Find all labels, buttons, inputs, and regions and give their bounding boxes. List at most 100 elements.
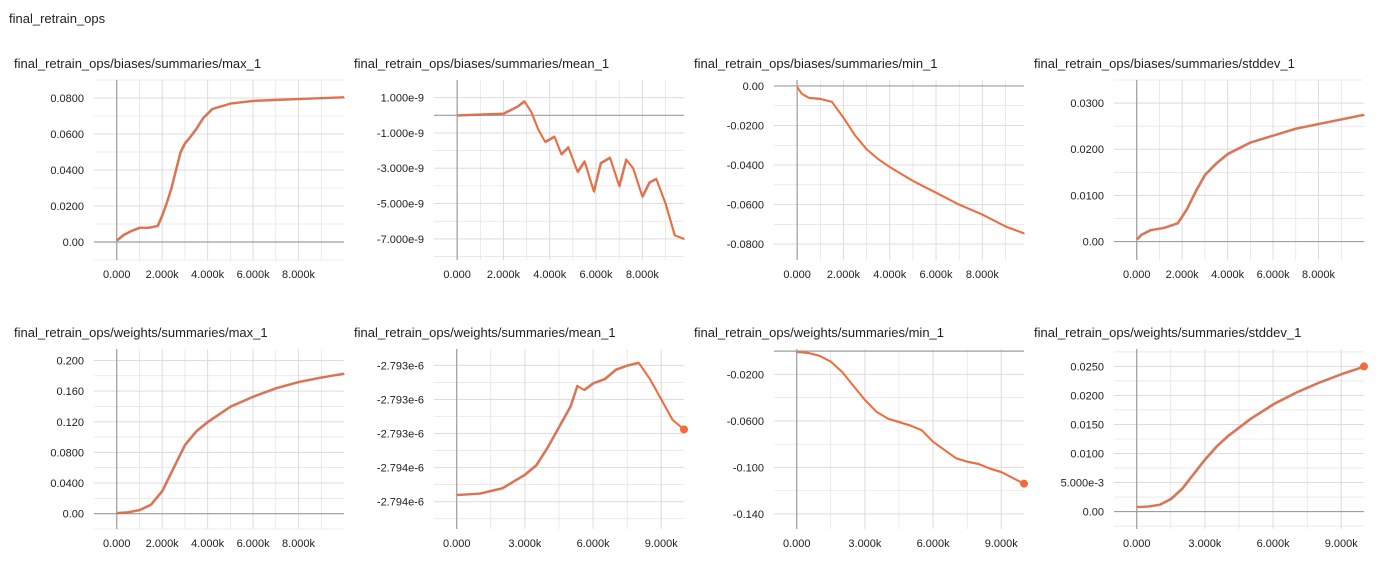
y-tick-label: 0.0150	[1070, 419, 1104, 431]
chart-card: final_retrain_ops/biases/summaries/stdde…	[1028, 50, 1368, 285]
x-tick-label: 0.000	[103, 269, 131, 281]
x-tick-label: 2.000k	[487, 269, 521, 281]
y-tick-label: -3.000e-9	[377, 163, 424, 175]
x-tick-label: 6.000k	[580, 269, 614, 281]
x-tick-label: 0.000	[103, 538, 131, 550]
series-line	[1135, 113, 1365, 240]
x-tick-label: 0.000	[783, 269, 811, 281]
y-tick-label: 0.0400	[50, 165, 84, 177]
y-tick-label: 0.120	[56, 417, 84, 429]
y-tick-label: 0.0400	[50, 478, 84, 490]
group-title: final_retrain_ops	[9, 11, 106, 26]
chart-title: final_retrain_ops/weights/summaries/mean…	[354, 325, 616, 340]
y-tick-label: 0.0600	[50, 129, 84, 141]
x-tick-label: 4.000k	[873, 269, 907, 281]
x-tick-label: 9.000k	[985, 538, 1019, 550]
series-shadow-line	[117, 373, 345, 515]
chart-plot: 0.000 2.000k 4.000k 6.000k 8.000k 0.00 0.0100 0…	[1070, 79, 1365, 281]
y-tick-label: -0.0600	[727, 200, 764, 212]
chart-plot: 0.000 2.000k 4.000k 6.000k 8.000k 0.00 0.0400 0…	[50, 349, 345, 550]
x-tick-label: 0.000	[1123, 269, 1151, 281]
y-tick-label: 0.0100	[1070, 190, 1104, 202]
y-tick-label: 0.00	[1083, 507, 1104, 519]
x-tick-label: 4.000k	[1211, 269, 1245, 281]
x-tick-label: 6.000k	[1257, 538, 1291, 550]
x-tick-label: 6.000k	[237, 269, 271, 281]
series-line	[116, 96, 345, 241]
chart-title: final_retrain_ops/weights/summaries/stdd…	[1034, 325, 1302, 340]
series-shadow-line	[797, 87, 1026, 235]
x-tick-label: 2.000k	[827, 269, 861, 281]
chart-plot: 0.000 3.000k 6.000k 9.000k -2.793e-6 -2.793e-…	[377, 349, 688, 550]
y-tick-label: -2.793e-6	[377, 394, 424, 406]
y-tick-label: -0.0400	[727, 160, 764, 172]
y-tick-label: 0.0200	[1070, 144, 1104, 156]
x-tick-label: 8.000k	[626, 269, 660, 281]
y-tick-label: -2.794e-6	[377, 463, 424, 475]
y-tick-label: 0.00	[743, 81, 764, 93]
y-tick-label: -0.0200	[727, 120, 764, 132]
y-tick-label: 0.0800	[50, 93, 84, 105]
series-line	[116, 372, 345, 514]
y-tick-label: 0.0100	[1070, 449, 1104, 461]
chart-card: final_retrain_ops/weights/summaries/max_…	[8, 319, 348, 554]
end-marker	[680, 425, 688, 434]
x-tick-label: 6.000k	[917, 538, 951, 550]
chart-title: final_retrain_ops/biases/summaries/mean_…	[354, 56, 610, 71]
chart-title: final_retrain_ops/weights/summaries/min_…	[694, 325, 945, 340]
y-tick-label: 0.00	[1083, 237, 1104, 249]
y-tick-label: 5.000e-3	[1061, 478, 1104, 490]
x-tick-label: 3.000k	[848, 538, 882, 550]
end-marker	[1360, 362, 1368, 371]
y-tick-label: 1.000e-9	[381, 93, 424, 105]
end-marker	[1020, 479, 1028, 488]
y-tick-label: -0.140	[733, 509, 764, 521]
y-tick-label: -2.793e-6	[377, 429, 424, 441]
x-tick-label: 4.000k	[191, 538, 225, 550]
x-tick-label: 0.000	[443, 538, 471, 550]
x-tick-label: 6.000k	[577, 538, 611, 550]
series-shadow-line	[457, 101, 686, 241]
y-tick-label: 0.0300	[1070, 98, 1104, 110]
x-tick-label: 4.000k	[533, 269, 567, 281]
x-tick-label: 0.000	[443, 269, 471, 281]
y-tick-label: 0.0200	[1070, 390, 1104, 402]
x-tick-label: 8.000k	[966, 269, 1000, 281]
y-tick-label: -0.0200	[727, 369, 764, 381]
x-tick-label: 6.000k	[1257, 269, 1291, 281]
series-shadow-line	[1137, 366, 1365, 509]
y-tick-label: 0.00	[63, 237, 84, 249]
x-tick-label: 9.000k	[645, 538, 679, 550]
series-shadow-line	[117, 97, 345, 242]
series-shadow-line	[1137, 114, 1365, 241]
x-tick-label: 3.000k	[1188, 538, 1222, 550]
chart-title: final_retrain_ops/biases/summaries/stdde…	[1034, 56, 1295, 71]
x-tick-label: 8.000k	[1302, 269, 1336, 281]
series-line	[796, 86, 1025, 235]
x-tick-label: 2.000k	[146, 269, 180, 281]
series-line	[796, 350, 1025, 485]
x-tick-label: 3.000k	[508, 538, 542, 550]
chart-title: final_retrain_ops/weights/summaries/max_…	[14, 325, 268, 340]
chart-card: final_retrain_ops/biases/summaries/mean_…	[348, 50, 688, 285]
series-line	[457, 100, 685, 240]
y-tick-label: -7.000e-9	[377, 234, 424, 246]
chart-card: final_retrain_ops/biases/summaries/min_1…	[688, 50, 1028, 285]
series-line	[1136, 365, 1365, 508]
y-tick-label: -2.794e-6	[377, 497, 424, 509]
y-tick-label: 0.00	[63, 509, 84, 521]
x-tick-label: 6.000k	[237, 538, 271, 550]
y-tick-label: 0.160	[56, 386, 84, 398]
x-tick-label: 9.000k	[1325, 538, 1359, 550]
y-tick-label: -5.000e-9	[377, 199, 424, 211]
chart-card: final_retrain_ops/weights/summaries/min_…	[688, 319, 1028, 554]
y-tick-label: -0.100	[733, 462, 764, 474]
y-tick-label: 0.0800	[50, 447, 84, 459]
y-tick-label: -1.000e-9	[377, 128, 424, 140]
series-shadow-line	[797, 351, 1026, 486]
y-tick-label: 0.200	[56, 355, 84, 367]
y-tick-label: -0.0800	[727, 239, 764, 251]
x-tick-label: 4.000k	[191, 269, 225, 281]
chart-plot: 0.000 2.000k 4.000k 6.000k 8.000k 0.00 0.0200 0…	[50, 79, 345, 281]
y-tick-label: -2.793e-6	[377, 360, 424, 372]
